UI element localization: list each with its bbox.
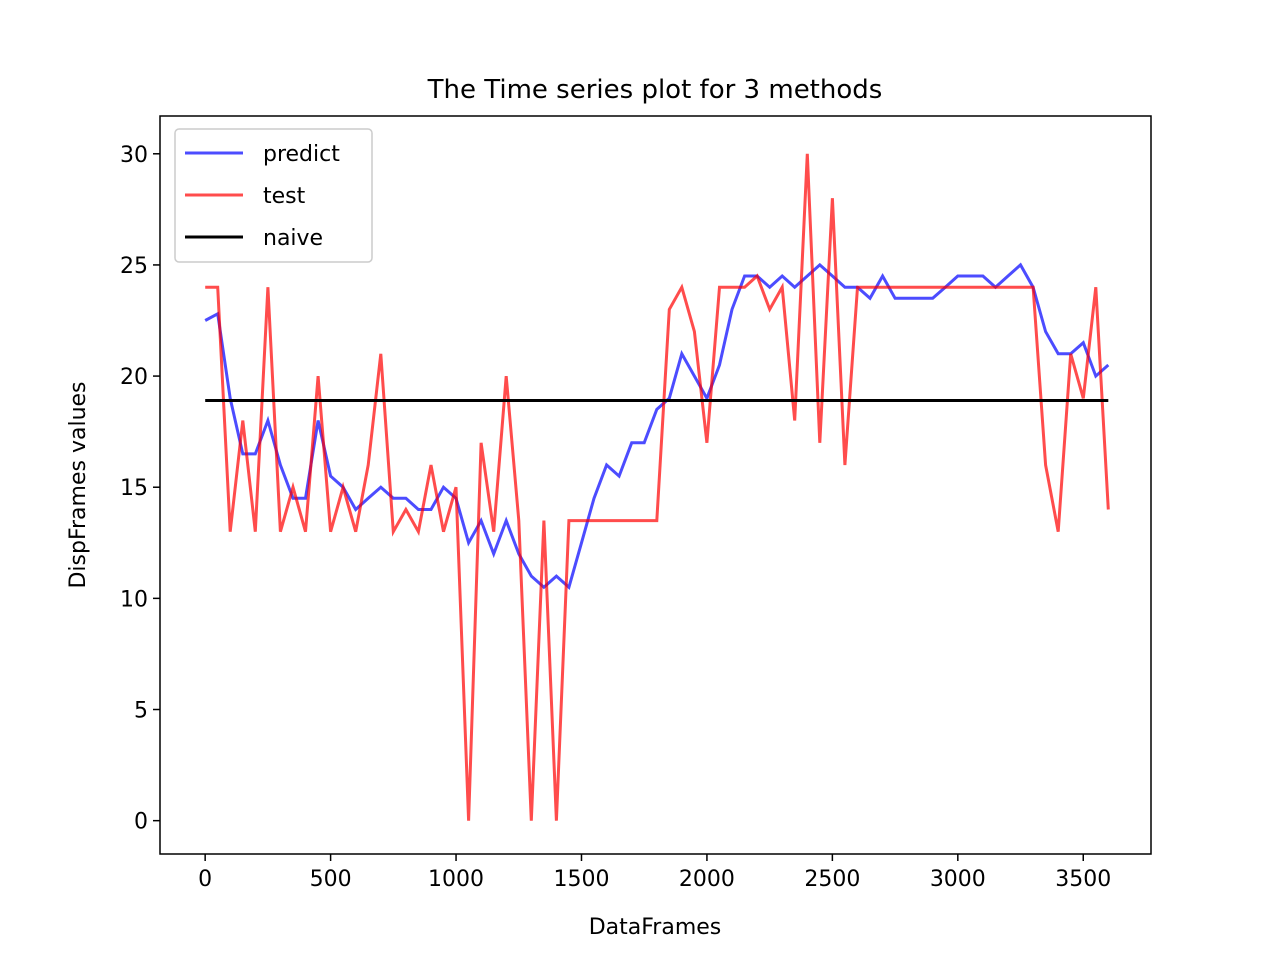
series-line (204, 262, 1110, 591)
legend-label: predict (263, 142, 340, 167)
x-tick-label: 1500 (553, 867, 609, 892)
y-tick-label: 30 (120, 143, 148, 168)
y-tick-label: 5 (134, 699, 148, 724)
chart-title: The Time series plot for 3 methods (427, 75, 883, 105)
x-tick-label: 2000 (679, 867, 735, 892)
x-tick-label: 3500 (1055, 867, 1111, 892)
y-tick-label: 20 (120, 365, 148, 390)
x-tick-label: 3000 (930, 867, 986, 892)
y-tick-label: 15 (120, 476, 148, 501)
plot-frame (159, 115, 1152, 855)
x-tick-label: 1000 (428, 867, 484, 892)
series-line (205, 153, 1110, 821)
legend-box (174, 128, 373, 263)
x-tick-label: 500 (310, 867, 352, 892)
y-tick-label: 10 (120, 587, 148, 612)
x-axis-label: DataFrames (589, 915, 722, 940)
legend-label: test (263, 184, 306, 209)
y-tick-label: 0 (134, 810, 148, 835)
y-tick-label: 25 (120, 254, 148, 279)
x-tick-label: 0 (198, 867, 212, 892)
x-tick-label: 2500 (804, 867, 860, 892)
legend-label: naive (263, 226, 323, 251)
y-axis-label: DispFrames values (66, 381, 91, 588)
